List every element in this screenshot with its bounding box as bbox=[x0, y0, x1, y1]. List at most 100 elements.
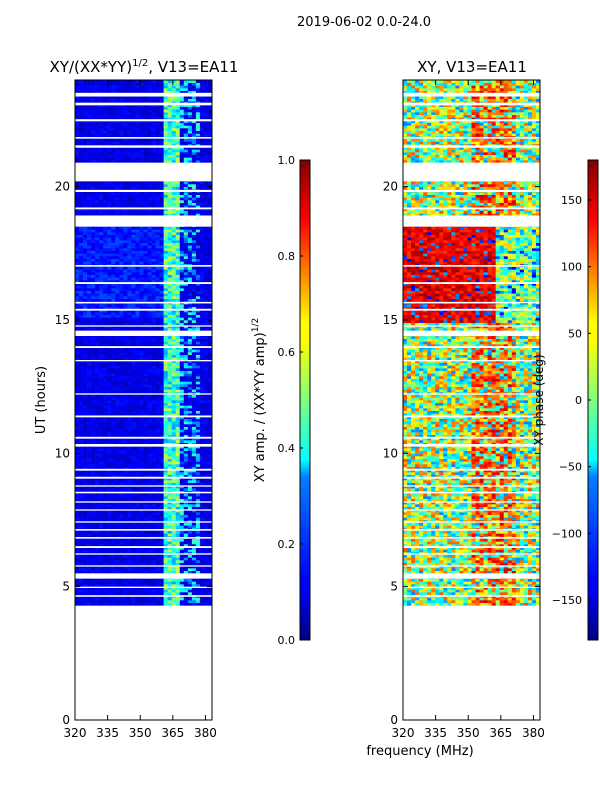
amplitude-heatmap-cell bbox=[107, 389, 112, 393]
amplitude-heatmap-cell bbox=[147, 248, 152, 251]
amplitude-heatmap-cell bbox=[175, 317, 181, 321]
amplitude-heatmap-cell bbox=[83, 272, 88, 275]
amplitude-heatmap-cell bbox=[99, 296, 104, 299]
amplitude-heatmap-cell bbox=[187, 354, 193, 358]
amplitude-heatmap-cell bbox=[167, 226, 173, 230]
amplitude-heatmap-cell bbox=[79, 562, 84, 566]
amplitude-heatmap-cell bbox=[79, 530, 84, 534]
amplitude-heatmap-cell bbox=[135, 325, 140, 329]
amplitude-heatmap-cell bbox=[195, 240, 201, 243]
amplitude-heatmap-cell bbox=[127, 320, 132, 323]
amplitude-heatmap-cell bbox=[143, 429, 148, 433]
amplitude-heatmap-cell bbox=[107, 533, 112, 537]
amplitude-heatmap-cell bbox=[143, 258, 148, 262]
amplitude-heatmap-cell bbox=[203, 362, 209, 366]
amplitude-heatmap-cell bbox=[191, 312, 197, 315]
amplitude-heatmap-cell bbox=[159, 525, 164, 529]
amplitude-heatmap-cell bbox=[95, 298, 100, 302]
amplitude-heatmap-cell bbox=[91, 261, 96, 265]
amplitude-heatmap-cell bbox=[123, 341, 128, 345]
amplitude-heatmap-cell bbox=[79, 453, 84, 457]
amplitude-heatmap-cell bbox=[171, 320, 177, 323]
amplitude-heatmap-cell bbox=[131, 298, 136, 302]
amplitude-heatmap-cell bbox=[187, 232, 193, 235]
amplitude-heatmap-cell bbox=[155, 562, 160, 566]
amplitude-heatmap-cell bbox=[199, 456, 205, 459]
amplitude-heatmap-cell bbox=[111, 533, 116, 537]
amplitude-heatmap-cell bbox=[83, 498, 88, 502]
amplitude-heatmap-cell bbox=[183, 474, 189, 478]
amplitude-heatmap-cell bbox=[151, 581, 156, 585]
amplitude-heatmap-cell bbox=[203, 469, 209, 473]
amplitude-heatmap-cell bbox=[167, 589, 173, 593]
amplitude-heatmap-cell bbox=[119, 410, 124, 414]
amplitude-heatmap-cell bbox=[99, 250, 104, 254]
amplitude-heatmap-cell bbox=[183, 602, 189, 606]
amplitude-heatmap-cell bbox=[127, 437, 132, 441]
amplitude-heatmap-cell bbox=[99, 421, 104, 425]
amplitude-heatmap-cell bbox=[143, 482, 148, 486]
amplitude-heatmap-cell bbox=[183, 469, 189, 473]
amplitude-heatmap-cell bbox=[191, 434, 197, 438]
amplitude-heatmap-cell bbox=[135, 512, 140, 515]
amplitude-heatmap-cell bbox=[143, 408, 148, 411]
amplitude-heatmap-cell bbox=[87, 421, 92, 425]
amplitude-heatmap-cell bbox=[147, 258, 152, 262]
amplitude-heatmap-cell bbox=[115, 450, 120, 454]
amplitude-heatmap-cell bbox=[91, 304, 96, 307]
amplitude-heatmap-cell bbox=[151, 242, 156, 246]
amplitude-heatmap-cell bbox=[139, 474, 144, 478]
amplitude-heatmap-cell bbox=[139, 509, 144, 513]
amplitude-heatmap-cell bbox=[107, 272, 112, 275]
amplitude-heatmap-cell bbox=[99, 474, 104, 478]
amplitude-heatmap-cell bbox=[191, 546, 197, 550]
amplitude-heatmap-cell bbox=[203, 440, 209, 443]
amplitude-heatmap-cell bbox=[79, 240, 84, 243]
amplitude-heatmap-cell bbox=[171, 229, 177, 233]
amplitude-heatmap-cell bbox=[103, 357, 108, 361]
amplitude-heatmap-cell bbox=[131, 581, 136, 585]
amplitude-heatmap-cell bbox=[163, 312, 168, 315]
amplitude-heatmap-cell bbox=[127, 237, 132, 241]
amplitude-heatmap-cell bbox=[147, 370, 152, 374]
amplitude-heatmap-cell bbox=[199, 368, 205, 371]
amplitude-heatmap-cell bbox=[159, 400, 164, 403]
amplitude-heatmap-cell bbox=[99, 242, 104, 246]
amplitude-heatmap-cell bbox=[95, 517, 100, 521]
amplitude-heatmap-cell bbox=[203, 568, 209, 571]
amplitude-heatmap-cell bbox=[179, 314, 185, 318]
amplitude-heatmap-cell bbox=[107, 258, 112, 262]
amplitude-heatmap-cell bbox=[183, 461, 189, 465]
amplitude-heatmap-cell bbox=[163, 514, 168, 518]
amplitude-heatmap-cell bbox=[91, 504, 96, 507]
amplitude-heatmap-cell bbox=[131, 306, 136, 310]
amplitude-heatmap-cell bbox=[207, 280, 212, 283]
amplitude-heatmap-cell bbox=[203, 277, 209, 281]
amplitude-heatmap-cell bbox=[123, 266, 128, 270]
amplitude-heatmap-cell bbox=[195, 280, 201, 283]
amplitude-heatmap-cell bbox=[91, 437, 96, 441]
amplitude-heatmap-cell bbox=[91, 232, 96, 235]
amplitude-heatmap-cell bbox=[163, 237, 168, 241]
amplitude-heatmap-cell bbox=[143, 498, 148, 502]
amplitude-heatmap-cell bbox=[187, 389, 193, 393]
amplitude-heatmap-cell bbox=[191, 464, 197, 467]
amplitude-heatmap-cell bbox=[99, 261, 104, 265]
amplitude-heatmap-cell bbox=[155, 546, 160, 550]
amplitude-heatmap-cell bbox=[95, 258, 100, 262]
amplitude-heatmap-cell bbox=[103, 533, 108, 537]
amplitude-heatmap-cell bbox=[147, 501, 152, 505]
amplitude-heatmap-cell bbox=[199, 450, 205, 454]
amplitude-heatmap-cell bbox=[135, 306, 140, 310]
amplitude-heatmap-cell bbox=[95, 592, 100, 595]
amplitude-heatmap-cell bbox=[187, 397, 193, 401]
amplitude-heatmap-cell bbox=[135, 312, 140, 315]
amplitude-heatmap-cell bbox=[191, 269, 197, 273]
amplitude-heatmap-cell bbox=[199, 424, 205, 427]
amplitude-heatmap-cell bbox=[127, 568, 132, 571]
amplitude-heatmap-cell bbox=[87, 274, 92, 278]
amplitude-heatmap-cell bbox=[207, 266, 212, 270]
amplitude-heatmap-cell bbox=[159, 477, 164, 481]
amplitude-heatmap-cell bbox=[115, 458, 120, 462]
amplitude-heatmap-cell bbox=[79, 285, 84, 289]
